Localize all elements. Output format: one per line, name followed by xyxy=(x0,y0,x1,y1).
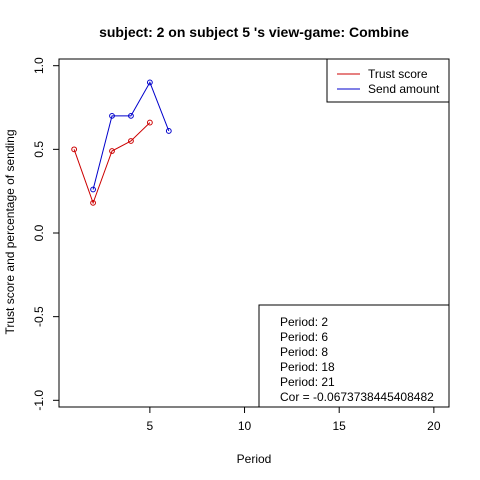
series-point xyxy=(146,79,153,86)
chart-title: subject: 2 on subject 5 's view-game: Co… xyxy=(99,24,409,40)
series-line-2 xyxy=(92,81,170,190)
x-tick-label: 5 xyxy=(147,419,154,433)
series-point xyxy=(128,112,134,119)
x-tick-label: 20 xyxy=(427,419,441,433)
y-tick-label: -1.0 xyxy=(32,390,46,411)
legend-box xyxy=(326,58,450,103)
x-tick-label: 10 xyxy=(238,419,252,433)
y-axis-label: Trust score and percentage of sending xyxy=(3,129,17,334)
x-tick-label: 15 xyxy=(333,419,347,433)
series-point xyxy=(90,186,96,193)
series-point xyxy=(71,146,78,153)
series-point xyxy=(128,138,134,144)
series-point xyxy=(109,148,115,154)
legend-label: Trust score xyxy=(368,67,428,81)
annotation-frame xyxy=(258,304,450,408)
annotation-line: Period: 8 xyxy=(280,345,328,359)
annotation-line: Period: 21 xyxy=(280,375,335,389)
series-point xyxy=(146,119,153,126)
annotation-line: Cor = -0.0673738445408482 xyxy=(280,390,434,404)
series-point xyxy=(90,199,96,206)
annotation-line: Period: 2 xyxy=(280,315,328,329)
x-axis-label: Period xyxy=(237,452,272,466)
y-tick-label: 1.0 xyxy=(32,57,46,74)
plot-area: 5 10 15 20 -1.0 -0.5 0.0 0.5 1.0 xyxy=(32,57,450,433)
series-point xyxy=(109,112,115,119)
series-point xyxy=(165,128,172,134)
y-tick-label: -0.5 xyxy=(32,306,46,327)
annotation-line: Period: 6 xyxy=(280,330,328,344)
series-line-1 xyxy=(73,122,151,205)
y-tick-label: 0.5 xyxy=(32,141,46,158)
annotation-line: Period: 18 xyxy=(280,360,335,374)
legend-label: Send amount xyxy=(368,82,440,96)
y-tick-label: 0.0 xyxy=(32,224,46,241)
